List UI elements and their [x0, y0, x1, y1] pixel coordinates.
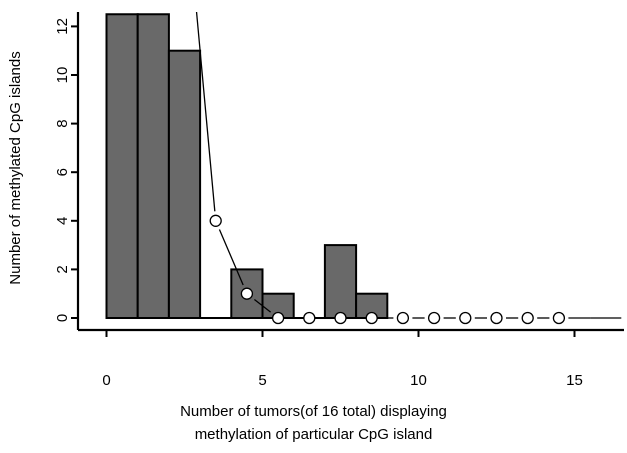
- expected-point: [427, 311, 441, 325]
- y-tick-label: 4: [54, 217, 71, 225]
- tick-labels-layer: 0 2 4 6 8 10 12 0 5 10 15: [54, 18, 583, 389]
- expected-point: [240, 287, 254, 300]
- expected-line-segment: [218, 229, 244, 286]
- expected-point: [459, 311, 472, 325]
- expected-line-segment: [253, 299, 272, 313]
- expected-point: [334, 311, 347, 325]
- expected-point: [303, 311, 316, 325]
- expected-point: [209, 214, 222, 227]
- axes-layer: [71, 12, 624, 337]
- bars-layer: [105, 13, 389, 320]
- expected-line-segment: [195, 11, 216, 212]
- expected-point: [271, 311, 285, 325]
- expected-point: [490, 311, 503, 325]
- bar-2: [167, 49, 202, 319]
- x-axis-title-line-1: Number of tumors(of 16 total) displaying: [180, 403, 447, 420]
- x-tick-label: 0: [102, 372, 110, 389]
- y-tick-label: 0: [54, 314, 71, 322]
- x-tick-label: 15: [566, 372, 583, 389]
- bar-0: [105, 13, 139, 319]
- expected-markers-layer: [209, 214, 566, 325]
- y-tick-label: 8: [54, 119, 71, 127]
- expected-point: [521, 311, 534, 325]
- x-tick-label: 5: [258, 372, 266, 389]
- y-tick-label: 6: [54, 168, 71, 176]
- bar-7: [323, 244, 358, 320]
- bar-1: [136, 13, 170, 319]
- expected-point: [396, 311, 410, 325]
- x-tick-label: 10: [410, 372, 427, 389]
- y-axis-title: Number of methylated CpG islands: [7, 51, 24, 284]
- y-tick-label: 2: [54, 265, 71, 273]
- expected-line-layer: [195, 11, 622, 319]
- expected-point: [552, 311, 566, 325]
- y-tick-label: 10: [54, 67, 71, 84]
- x-axis-title-line-2: methylation of particular CpG island: [194, 426, 433, 443]
- y-tick-label: 12: [54, 18, 71, 35]
- expected-point: [365, 311, 378, 325]
